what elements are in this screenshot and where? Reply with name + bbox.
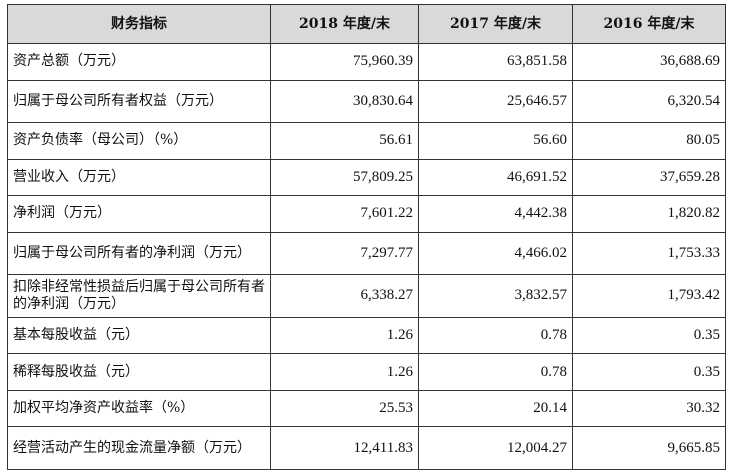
financial-indicators-table: 财务指标 2018 年度/末 2017 年度/末 2016 年度/末 资产总额（…: [7, 4, 726, 470]
cell-2017: 0.78: [418, 353, 573, 391]
cell-2017: 12,004.27: [418, 426, 573, 470]
row-label-parent-equity: 归属于母公司所有者权益（万元）: [7, 79, 271, 124]
cell-2018: 6,338.27: [270, 274, 419, 318]
cell-2017: 46,691.52: [418, 158, 573, 197]
table-body: 资产总额（万元） 75,960.39 63,851.58 36,688.69 归…: [7, 43, 726, 470]
cell-2016: 80.05: [572, 122, 726, 160]
cell-2017: 20.14: [418, 389, 573, 428]
row-label-roe: 加权平均净资产收益率（%）: [7, 389, 271, 428]
cell-2016: 37,659.28: [572, 158, 726, 197]
table-row: 净利润（万元） 7,601.22 4,442.38 1,820.82: [7, 195, 726, 233]
cell-2016: 1,753.33: [572, 231, 726, 276]
table-row: 经营活动产生的现金流量净额（万元） 12,411.83 12,004.27 9,…: [7, 426, 726, 470]
cell-2017: 63,851.58: [418, 43, 573, 81]
row-label-debt-ratio: 资产负债率（母公司）（%）: [7, 122, 271, 160]
cell-2018: 57,809.25: [270, 158, 419, 197]
cell-2018: 30,830.64: [270, 79, 419, 124]
cell-2017: 56.60: [418, 122, 573, 160]
header-2017: 2017 年度/末: [418, 4, 573, 44]
table-row: 营业收入（万元） 57,809.25 46,691.52 37,659.28: [7, 158, 726, 197]
cell-2016: 6,320.54: [572, 79, 726, 124]
cell-2018: 25.53: [270, 389, 419, 428]
cell-2016: 1,793.42: [572, 274, 726, 318]
cell-2017: 4,442.38: [418, 195, 573, 233]
header-indicator: 财务指标: [7, 4, 271, 44]
header-2018: 2018 年度/末: [270, 4, 419, 44]
cell-2018: 56.61: [270, 122, 419, 160]
table-row: 扣除非经常性损益后归属于母公司所有者的净利润（万元） 6,338.27 3,83…: [7, 274, 726, 318]
header-2016: 2016 年度/末: [572, 4, 726, 44]
row-label-revenue: 营业收入（万元）: [7, 158, 271, 197]
cell-2016: 9,665.85: [572, 426, 726, 470]
cell-2018: 7,601.22: [270, 195, 419, 233]
row-label-deducted-net-profit: 扣除非经常性损益后归属于母公司所有者的净利润（万元）: [7, 274, 271, 318]
row-label-total-assets: 资产总额（万元）: [7, 43, 271, 81]
row-label-diluted-eps: 稀释每股收益（元）: [7, 353, 271, 391]
cell-2018: 75,960.39: [270, 43, 419, 81]
cell-2016: 30.32: [572, 389, 726, 428]
table-row: 归属于母公司所有者的净利润（万元） 7,297.77 4,466.02 1,75…: [7, 231, 726, 276]
cell-2018: 1.26: [270, 316, 419, 355]
row-label-operating-cash-flow: 经营活动产生的现金流量净额（万元）: [7, 426, 271, 470]
cell-2018: 12,411.83: [270, 426, 419, 470]
cell-2017: 0.78: [418, 316, 573, 355]
table-row: 资产负债率（母公司）（%） 56.61 56.60 80.05: [7, 122, 726, 160]
cell-2017: 3,832.57: [418, 274, 573, 318]
table-row: 归属于母公司所有者权益（万元） 30,830.64 25,646.57 6,32…: [7, 79, 726, 124]
cell-2017: 4,466.02: [418, 231, 573, 276]
cell-2016: 1,820.82: [572, 195, 726, 233]
cell-2018: 7,297.77: [270, 231, 419, 276]
row-label-basic-eps: 基本每股收益（元）: [7, 316, 271, 355]
cell-2018: 1.26: [270, 353, 419, 391]
table-row: 稀释每股收益（元） 1.26 0.78 0.35: [7, 353, 726, 391]
table-row: 基本每股收益（元） 1.26 0.78 0.35: [7, 316, 726, 355]
table-row: 加权平均净资产收益率（%） 25.53 20.14 30.32: [7, 389, 726, 428]
table-header: 财务指标 2018 年度/末 2017 年度/末 2016 年度/末: [7, 4, 726, 44]
row-label-net-profit: 净利润（万元）: [7, 195, 271, 233]
cell-2016: 0.35: [572, 316, 726, 355]
cell-2016: 0.35: [572, 353, 726, 391]
row-label-parent-net-profit: 归属于母公司所有者的净利润（万元）: [7, 231, 271, 276]
cell-2016: 36,688.69: [572, 43, 726, 81]
cell-2017: 25,646.57: [418, 79, 573, 124]
table-row: 资产总额（万元） 75,960.39 63,851.58 36,688.69: [7, 43, 726, 81]
header-row: 财务指标 2018 年度/末 2017 年度/末 2016 年度/末: [7, 4, 726, 44]
